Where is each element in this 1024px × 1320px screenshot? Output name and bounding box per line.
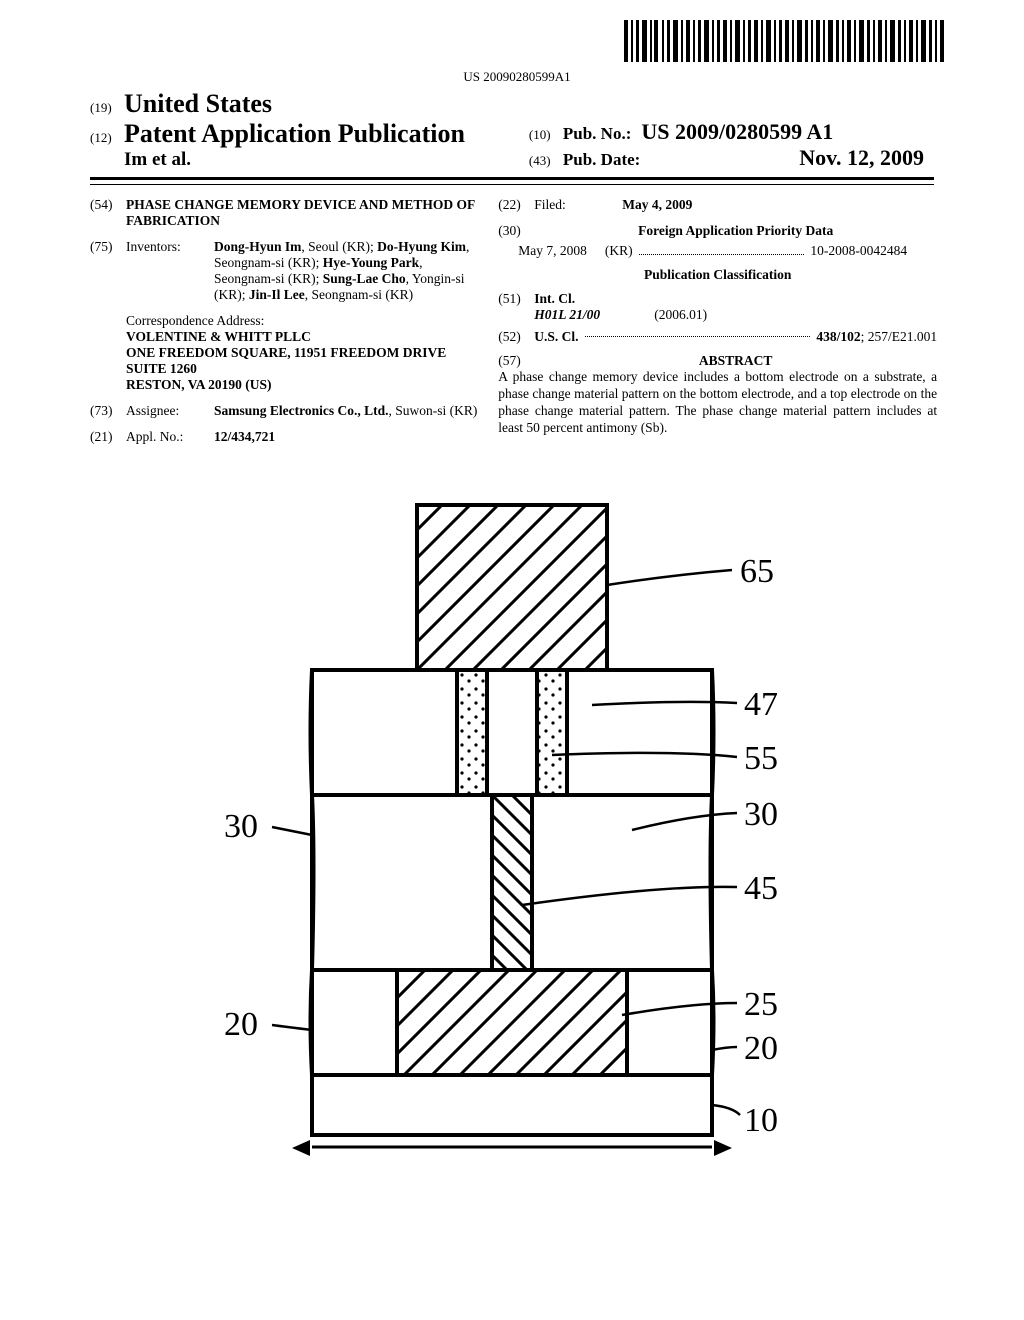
assignee-value: Samsung Electronics Co., Ltd., Suwon-si … xyxy=(214,403,478,419)
appl-no-label: Appl. No.: xyxy=(126,429,214,445)
pub-date-value: Nov. 12, 2009 xyxy=(799,145,934,171)
correspondence-block: Correspondence Address: VOLENTINE & WHIT… xyxy=(126,313,478,393)
abstract-heading-row: (57) ABSTRACT xyxy=(498,353,937,369)
abstract-code: (57) xyxy=(498,353,534,369)
figure-label-45: 45 xyxy=(744,870,778,907)
abstract-heading: ABSTRACT xyxy=(534,353,937,369)
figure-label-55: 55 xyxy=(744,740,778,777)
barcode-region: US 20090280599A1 xyxy=(90,20,944,85)
figure-label-20r: 20 xyxy=(744,1030,778,1067)
foreign-priority-data: May 7, 2008 (KR) 10-2008-0042484 xyxy=(518,243,907,259)
inventor-name: Dong-Hyun Im xyxy=(214,239,301,254)
country-code: (19) xyxy=(90,100,124,116)
filed-row: (22) Filed: May 4, 2009 xyxy=(498,197,937,213)
pub-type-title: Patent Application Publication xyxy=(124,119,465,149)
barcode-text: US 20090280599A1 xyxy=(90,69,944,85)
int-cl-entry: H01L 21/00 (2006.01) xyxy=(534,307,937,323)
invention-title-row: (54) PHASE CHANGE MEMORY DEVICE AND METH… xyxy=(90,197,478,229)
inventor-name: Jin-Il Lee xyxy=(249,287,305,302)
inventor-loc: , Seongnam-si (KR) xyxy=(305,287,413,302)
document-header: (19) United States (12) Patent Applicati… xyxy=(90,89,934,171)
assignee-loc: Suwon-si (KR) xyxy=(395,403,477,418)
int-cl-edition: (2006.01) xyxy=(654,307,707,323)
inventors-code: (75) xyxy=(90,239,126,303)
abstract-text: A phase change memory device includes a … xyxy=(498,369,937,437)
pub-date-label: Pub. Date: xyxy=(563,150,640,170)
figure-label-20l: 20 xyxy=(224,1006,258,1043)
country-name: United States xyxy=(124,89,272,119)
inventors-row: (75) Inventors: Dong-Hyun Im, Seoul (KR)… xyxy=(90,239,478,303)
divider-thin xyxy=(90,184,934,185)
priority-number: 10-2008-0042484 xyxy=(810,243,907,259)
appl-no-code: (21) xyxy=(90,429,126,445)
bibliographic-data: (54) PHASE CHANGE MEMORY DEVICE AND METH… xyxy=(90,197,934,455)
filed-label: Filed: xyxy=(534,197,622,213)
us-cl-rest: ; 257/E21.001 xyxy=(861,329,938,345)
correspondence-line: RESTON, VA 20190 (US) xyxy=(126,377,478,393)
filed-value: May 4, 2009 xyxy=(622,197,937,213)
author-line: Im et al. xyxy=(124,149,529,171)
figure-label-65: 65 xyxy=(740,553,774,590)
priority-date: May 7, 2008 xyxy=(518,243,587,259)
pub-no-value: US 2009/0280599 A1 xyxy=(641,119,833,145)
correspondence-label: Correspondence Address: xyxy=(126,313,478,329)
inventor-name: Sung-Lae Cho xyxy=(323,271,406,286)
filed-code: (22) xyxy=(498,197,534,213)
int-cl-class: H01L 21/00 xyxy=(534,307,654,323)
correspondence-line: VOLENTINE & WHITT PLLC xyxy=(126,329,478,345)
us-cl-code: (52) xyxy=(498,329,534,345)
appl-no-row: (21) Appl. No.: 12/434,721 xyxy=(90,429,478,445)
assignee-code: (73) xyxy=(90,403,126,419)
int-cl-label: Int. Cl. xyxy=(534,291,575,307)
invention-title: PHASE CHANGE MEMORY DEVICE AND METHOD OF… xyxy=(126,197,478,229)
us-cl-row: (52) U.S. Cl. 438/102; 257/E21.001 xyxy=(498,329,937,345)
patent-figure: 65 47 55 30 45 25 20 10 30 20 xyxy=(192,475,832,1175)
assignee-name: Samsung Electronics Co., Ltd. xyxy=(214,403,389,418)
figure-label-25: 25 xyxy=(744,986,778,1023)
inventor-loc: , Seoul (KR); xyxy=(301,239,377,254)
dot-leader xyxy=(639,239,805,255)
inventors-label: Inventors: xyxy=(126,239,214,303)
correspondence-line: ONE FREEDOM SQUARE, 11951 FREEDOM DRIVE … xyxy=(126,345,478,377)
figure-label-30r: 30 xyxy=(744,796,778,833)
figure-label-10: 10 xyxy=(744,1102,778,1139)
pub-no-label: Pub. No.: xyxy=(563,124,631,144)
us-cl-label: U.S. Cl. xyxy=(534,329,578,345)
title-code: (54) xyxy=(90,197,126,229)
pub-date-code: (43) xyxy=(529,153,563,169)
assignee-row: (73) Assignee: Samsung Electronics Co., … xyxy=(90,403,478,419)
dot-leader xyxy=(585,336,811,337)
appl-no-value: 12/434,721 xyxy=(214,429,478,445)
int-cl-row: (51) Int. Cl. xyxy=(498,291,937,307)
assignee-label: Assignee: xyxy=(126,403,214,419)
foreign-priority-code: (30) xyxy=(498,223,534,239)
inventor-name: Do-Hyung Kim xyxy=(377,239,466,254)
divider-thick xyxy=(90,177,934,180)
barcode-icon xyxy=(624,20,944,62)
foreign-priority-heading-row: (30) Foreign Application Priority Data xyxy=(498,223,937,239)
foreign-priority-heading: Foreign Application Priority Data xyxy=(534,223,937,239)
priority-country: (KR) xyxy=(605,243,633,259)
inventor-name: Hye-Young Park xyxy=(323,255,419,270)
pub-no-code: (10) xyxy=(529,127,563,143)
figure-label-47: 47 xyxy=(744,686,778,723)
inventors-list: Dong-Hyun Im, Seoul (KR); Do-Hyung Kim , … xyxy=(214,239,478,303)
classification-heading: Publication Classification xyxy=(498,267,937,283)
int-cl-code: (51) xyxy=(498,291,534,307)
figure-region: 65 47 55 30 45 25 20 10 30 20 xyxy=(90,475,934,1180)
pub-type-code: (12) xyxy=(90,130,124,146)
us-cl-main: 438/102 xyxy=(816,329,860,345)
figure-label-30l: 30 xyxy=(224,808,258,845)
